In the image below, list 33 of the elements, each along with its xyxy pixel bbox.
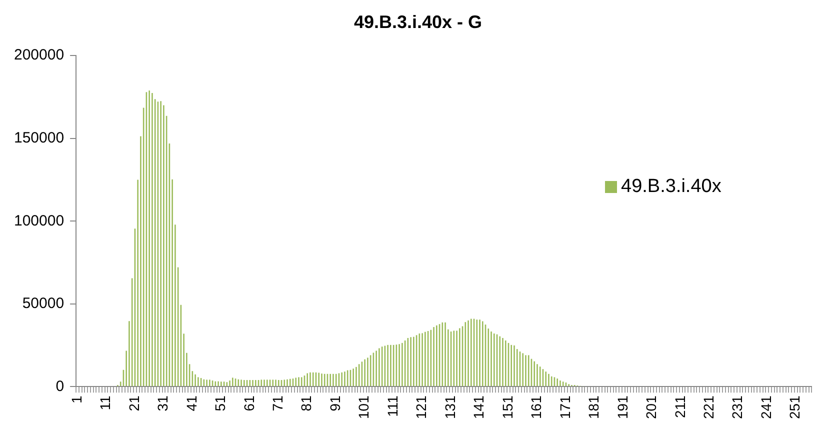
x-tick-label: 111 bbox=[384, 395, 400, 417]
x-tick-label: 201 bbox=[643, 395, 660, 419]
y-tick-label: 100000 bbox=[14, 212, 64, 230]
x-tick-label: 241 bbox=[758, 395, 774, 419]
x-tick-label: 221 bbox=[700, 395, 716, 419]
x-tick-label: 131 bbox=[442, 395, 458, 419]
x-tick-label: 81 bbox=[298, 395, 314, 412]
x-tick-label: 161 bbox=[528, 395, 544, 419]
y-tick-label: 50000 bbox=[22, 295, 64, 312]
x-tick-label: 31 bbox=[154, 395, 171, 412]
x-tick-label: 121 bbox=[413, 395, 430, 419]
x-tick-label: 61 bbox=[240, 395, 257, 412]
legend-label: 49.B.3.i.40x bbox=[621, 176, 722, 198]
x-tick-label: 141 bbox=[470, 395, 487, 419]
x-tick-label: 211 bbox=[672, 395, 688, 418]
x-tick-label: 1 bbox=[68, 395, 84, 404]
x-tick-label: 181 bbox=[586, 395, 602, 419]
x-tick-label: 71 bbox=[269, 395, 286, 412]
x-tick-label: 171 bbox=[556, 395, 573, 419]
y-tick-label: 150000 bbox=[14, 130, 64, 146]
y-tick-label: 200000 bbox=[14, 46, 64, 64]
x-tick-label: 91 bbox=[326, 395, 343, 412]
x-tick-label: 101 bbox=[356, 395, 372, 419]
x-tick-label: 151 bbox=[499, 395, 516, 419]
x-tick-label: 51 bbox=[212, 395, 228, 412]
y-tick-label: 0 bbox=[56, 378, 64, 395]
chart-title: 49.B.3.i.40x - G bbox=[354, 12, 482, 32]
x-tick-label: 41 bbox=[183, 395, 200, 412]
x-tick-label: 251 bbox=[786, 395, 803, 419]
x-tick-label: 231 bbox=[729, 395, 746, 419]
x-tick-label: 191 bbox=[614, 395, 630, 419]
x-tick-label: 21 bbox=[126, 395, 142, 412]
x-tick-label: 11 bbox=[97, 395, 114, 410]
